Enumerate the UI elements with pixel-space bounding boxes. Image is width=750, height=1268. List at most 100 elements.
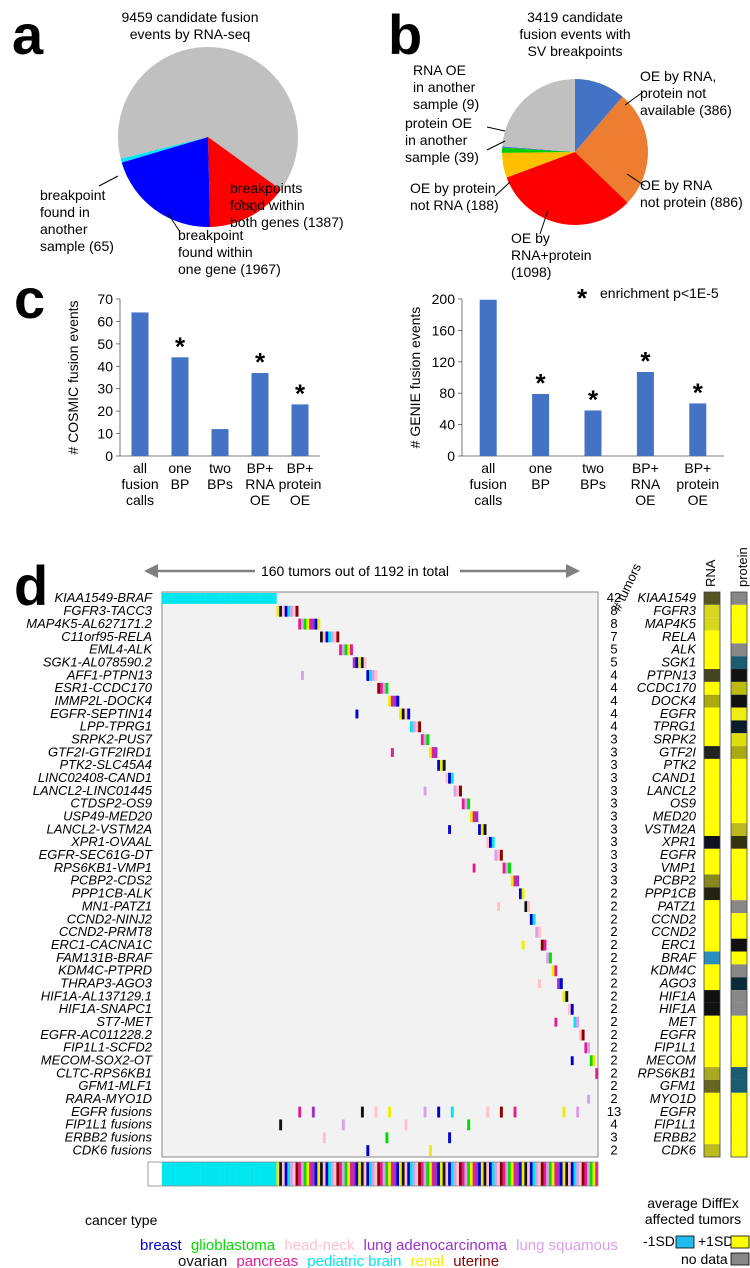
rna-cell [704, 990, 720, 1003]
tumor-count: 2 [610, 975, 617, 990]
genie-tick-label: 80 [439, 385, 455, 401]
tumor-count: 3 [610, 731, 617, 746]
gene-label: EGFR [660, 1104, 696, 1119]
cancer-type-bar [147, 1161, 599, 1187]
cosmic-tick-label: 30 [97, 381, 113, 397]
fusion-cell [518, 888, 522, 900]
gene-label: CDK6 [661, 1142, 696, 1157]
gene-label: CCND2 [651, 924, 697, 939]
rna-cell [704, 874, 720, 888]
gene-label: PTK2 [663, 757, 696, 772]
panel-letter-d: d [14, 554, 48, 617]
tumor-count: 13 [607, 1104, 621, 1119]
gene-label: MYO1D [650, 1091, 696, 1106]
tumor-count: 3 [610, 873, 617, 888]
tumor-count: 3 [610, 834, 617, 849]
fusion-cell [292, 605, 296, 617]
gene-label: MECOM [646, 1053, 696, 1068]
pie-a-slice-breakpoint-found-in-another-sample [120, 137, 208, 163]
fusion-cell [557, 978, 561, 990]
fusion-cell [502, 862, 506, 874]
protein-cell [731, 771, 747, 785]
cancer-type-cell [380, 1162, 383, 1186]
gene-label: GTF2I [659, 744, 696, 759]
label-line: sample (9) [413, 96, 479, 112]
fusion-label: EGFR-SEC61G-DT [39, 847, 153, 862]
cosmic-tick-label: 60 [97, 313, 113, 329]
panel-c: c 010203040506070allfusioncalls*oneBPtwo… [14, 267, 724, 508]
fusion-cell [404, 1119, 408, 1131]
fusion-label: FIP1L1 fusions [65, 1117, 152, 1132]
protein-cell [731, 1041, 747, 1055]
fusion-label: CDK6 fusions [73, 1142, 153, 1157]
fusion-label: EGFR-SEPTIN14 [50, 706, 152, 721]
fusion-cell [249, 593, 253, 604]
legend-head-neck: head-neck [284, 1237, 355, 1254]
fusion-cell [344, 644, 348, 656]
legend-lung-squamous: lung squamous [516, 1237, 618, 1254]
cancer-type-cell [314, 1162, 318, 1186]
fusion-cell [311, 1106, 315, 1118]
fusion-cell [260, 593, 264, 604]
pie-b-slice-oe-by-protein-not-rna [502, 152, 575, 178]
rna-cell [704, 720, 720, 734]
tumor-count: 3 [610, 783, 617, 798]
pie-b-label-rna-na: OE by RNA, protein not available (386) [640, 68, 732, 118]
cancer-type-cell [557, 1162, 561, 1186]
label-line: not RNA (188) [410, 197, 499, 213]
cancer-type-cell [423, 1162, 427, 1186]
leader-line [624, 91, 644, 106]
protein-cell [731, 1092, 747, 1106]
fusion-cell [390, 748, 394, 757]
fusion-cell [467, 798, 471, 810]
protein-cell [731, 925, 747, 939]
fusion-cell [393, 695, 397, 707]
cosmic-category-label: OE [250, 492, 270, 508]
cancer-type-cell [409, 1162, 413, 1186]
fusion-cell [227, 593, 231, 604]
cancer-type-cell [486, 1162, 490, 1186]
protein-cell [731, 746, 747, 759]
fusion-cell [178, 593, 182, 604]
fusion-cell [568, 1003, 571, 1015]
rna-cell [704, 835, 720, 849]
fusion-cell [576, 1016, 580, 1028]
protein-cell [731, 669, 747, 682]
pie-b-slice-protein-oe-in-another-sample [501, 147, 575, 153]
fusion-cell [486, 1106, 490, 1118]
cosmic-category-label: calls [126, 492, 154, 508]
gene-label: KIAA1549 [637, 590, 696, 605]
fusion-label: LANCL2-VSTM2A [47, 821, 152, 836]
cancer-type-cell [478, 1162, 482, 1186]
label-line: protein OE [405, 115, 472, 131]
fusion-cell [491, 836, 495, 848]
tumor-count: 2 [610, 1001, 617, 1016]
fusion-cell [167, 593, 171, 604]
cancer-type-cell [508, 1162, 511, 1186]
tumor-count: 4 [610, 719, 617, 734]
label-line: found within [230, 197, 305, 213]
fusion-label: CLTC-RPS6KB1 [56, 1065, 152, 1080]
cancer-type-cell [540, 1162, 544, 1186]
cancer-type-cell [309, 1162, 313, 1186]
pie-b-label-both: OE by RNA+protein (1098) [511, 230, 592, 280]
tumor-count: 3 [610, 847, 617, 862]
fusion-cell [494, 849, 498, 861]
cancer-type-cell [399, 1162, 402, 1186]
fusion-cell [162, 593, 165, 604]
genie-star: * [588, 384, 599, 414]
fusion-cell [407, 708, 411, 720]
fusion-cell [510, 875, 514, 887]
protein-cell [731, 733, 747, 747]
tumor-count: 2 [610, 1040, 617, 1055]
fusion-cell [448, 772, 452, 784]
gene-label: SRPK2 [653, 731, 696, 746]
gene-label: PCBP2 [653, 873, 696, 888]
cancer-type-cell [167, 1162, 171, 1186]
nodata-label: no data [681, 1251, 728, 1267]
cancer-type-cell [431, 1162, 435, 1186]
cosmic-star: * [175, 331, 186, 361]
tumor-count: 2 [610, 1065, 617, 1080]
fusion-cell [562, 991, 566, 1002]
rna-column-frame [703, 591, 721, 1158]
